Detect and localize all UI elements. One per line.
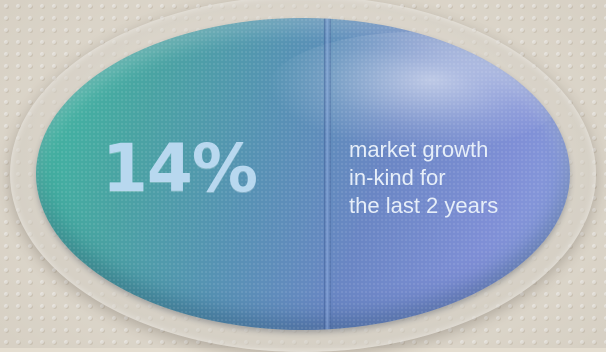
stat-value: 14% (102, 130, 258, 207)
stat-description-line: in-kind for (349, 165, 446, 190)
stat-description: market growth in-kind for the last 2 yea… (349, 136, 549, 220)
stat-description-line: market growth (349, 137, 489, 162)
stat-badge: 14% market growth in-kind for the last 2… (10, 0, 596, 352)
stat-description-line: the last 2 years (349, 193, 499, 218)
badge-pill: 14% market growth in-kind for the last 2… (36, 18, 570, 330)
badge-highlight (266, 32, 566, 152)
badge-divider (324, 18, 331, 330)
